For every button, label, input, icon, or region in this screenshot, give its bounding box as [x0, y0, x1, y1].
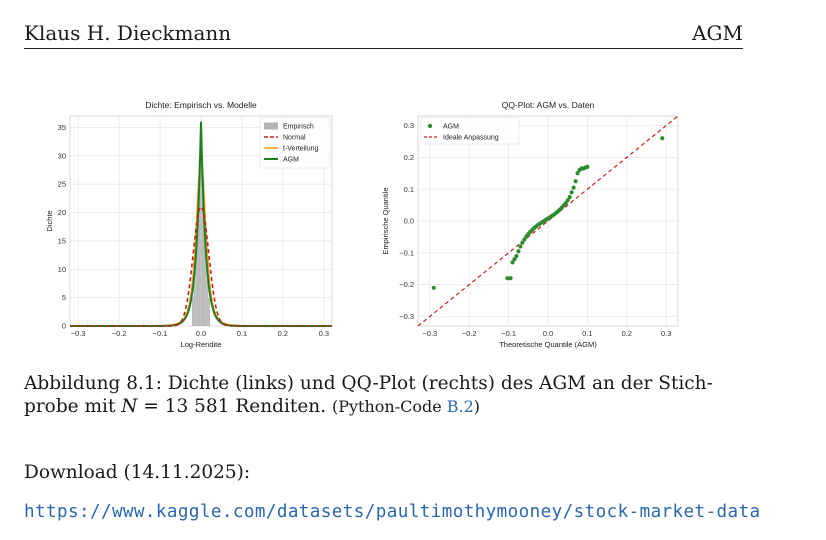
x-tick-label: −0.3: [71, 329, 86, 338]
y-tick-label: 30: [58, 151, 66, 160]
download-label: Download (14.11.2025):: [24, 462, 251, 483]
download-url-link[interactable]: https://www.kaggle.com/datasets/paultimo…: [24, 502, 761, 522]
histogram-bar: [195, 252, 197, 326]
histogram-bar: [203, 212, 206, 326]
caption-label: Abbildung 8.1:: [24, 373, 162, 394]
qq-point: [514, 253, 519, 259]
legend-label: AGM: [443, 124, 459, 131]
histogram-bar: [208, 297, 211, 326]
series-normal-line: [70, 205, 332, 327]
x-tick-label: 0.1: [582, 329, 592, 338]
qq-point: [431, 285, 436, 290]
y-axis-label: Empirische Quantile: [381, 187, 390, 254]
y-tick-label: 0.2: [404, 153, 414, 162]
histogram-bar: [198, 161, 201, 326]
x-tick-label: −0.2: [462, 329, 477, 338]
legend-label: Ideale Anpassung: [443, 135, 499, 142]
y-tick-label: 35: [58, 123, 66, 132]
x-tick-label: −0.1: [501, 329, 516, 338]
x-tick-label: 0.0: [196, 329, 206, 338]
y-tick-label: 0: [62, 322, 66, 331]
caption-math-eq: = 13 581: [137, 396, 236, 417]
legend-label: Empirisch: [283, 124, 314, 131]
y-tick-label: 20: [58, 208, 66, 217]
caption-math-var: N: [121, 396, 138, 417]
legend-box: [420, 117, 520, 145]
x-axis-label: Log-Rendite: [181, 340, 222, 349]
histogram-bar: [191, 297, 194, 326]
x-tick-label: −0.3: [422, 329, 437, 338]
qq-point: [520, 240, 525, 245]
legend-swatch-agm: [427, 123, 433, 129]
caption-text-3: Renditen.: [235, 396, 332, 417]
y-tick-label: 15: [58, 236, 66, 245]
qq-point: [510, 260, 515, 265]
legend-label: t-Verteilung: [283, 146, 319, 153]
caption-code-post: ): [473, 397, 481, 416]
histogram-bar: [200, 150, 202, 326]
y-tick-label: 0.0: [404, 217, 414, 226]
histogram-bar: [196, 212, 199, 326]
histogram-bar: [201, 167, 204, 326]
x-tick-label: 0.1: [237, 329, 247, 338]
x-tick-label: 0.3: [661, 329, 671, 338]
legend-label: Normal: [283, 135, 306, 142]
running-header: Klaus H. Dieckmann AGM: [24, 20, 743, 49]
histogram-bar: [206, 280, 209, 326]
qq-point: [573, 179, 578, 184]
y-tick-label: 10: [58, 265, 66, 274]
caption-code-link[interactable]: B.2: [446, 397, 474, 416]
y-tick-label: 0.3: [404, 121, 414, 130]
y-tick-label: −0.2: [399, 280, 414, 289]
qq-point: [571, 185, 576, 190]
caption-text-2: probe mit: [24, 396, 122, 417]
header-short-title: AGM: [692, 21, 743, 45]
qq-point: [505, 276, 510, 281]
density-chart: −0.3 −0.2 −0.1 0.0 0.1 0.2 0.3 0 5 10 15 20 25 30 35 Di…: [45, 100, 333, 349]
y-tick-label: 25: [58, 180, 66, 189]
header-author: Klaus H. Dieckmann: [24, 21, 232, 45]
x-axis-label: Theoretische Quantile (AGM): [499, 340, 597, 349]
caption-text-1: Dichte (links) und QQ-Plot (rechts) des …: [161, 373, 713, 394]
qq-point: [575, 171, 580, 176]
qq-point: [516, 249, 521, 254]
chart-title: QQ-Plot: AGM vs. Daten: [502, 100, 595, 110]
caption-code-pre: (Python-Code: [331, 397, 447, 416]
x-tick-label: −0.2: [112, 329, 127, 338]
qq-point: [585, 164, 590, 170]
y-axis-label: Dichte: [45, 210, 54, 231]
y-tick-label: −0.1: [399, 248, 414, 257]
legend-swatch-empirisch: [264, 122, 278, 130]
y-tick-label: 5: [62, 293, 66, 302]
qq-point: [512, 257, 517, 262]
histogram-bar: [205, 252, 207, 326]
qq-point: [565, 198, 570, 203]
y-tick-label: 0.1: [404, 185, 414, 194]
y-tick-label: −0.3: [399, 312, 414, 321]
x-tick-label: 0.2: [278, 329, 288, 338]
figure-caption: Abbildung 8.1: Dichte (links) und QQ-Plo…: [24, 372, 754, 418]
qq-point: [660, 136, 665, 141]
x-tick-label: 0.3: [319, 329, 329, 338]
qq-point: [569, 190, 574, 195]
qq-point: [567, 195, 572, 200]
x-tick-label: 0.0: [543, 329, 553, 338]
legend-label: AGM: [283, 157, 299, 164]
x-tick-label: 0.2: [622, 329, 632, 338]
histogram-bar: [193, 280, 196, 326]
x-tick-label: −0.1: [153, 329, 168, 338]
qq-point: [508, 276, 513, 281]
qq-plot-chart: −0.3 −0.2 −0.1 0.0 0.1 0.2 0.3 −0.3 −0.2 −0.1 0.0 0…: [381, 100, 679, 349]
chart-title: Dichte: Empirisch vs. Modelle: [145, 100, 257, 110]
qq-point: [518, 244, 523, 249]
